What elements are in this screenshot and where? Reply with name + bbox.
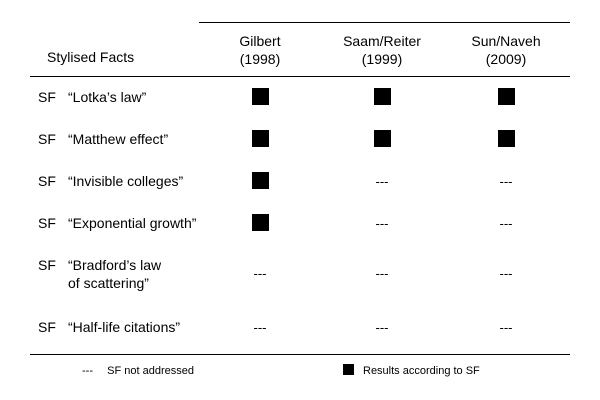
column-header-name: Saam/Reiter [343,33,421,49]
column-header-year: (2009) [485,51,527,67]
result-filled-square [230,172,290,192]
row-label: SF “Half-life citations” [38,318,180,336]
result-filled-square [230,130,290,150]
not-addressed-dash: --- [253,266,267,281]
not-addressed-dash: --- [253,320,267,335]
filled-square-icon [373,88,391,105]
column-header-saam-reiter: Saam/Reiter (1999) [322,32,442,68]
row-prefix: SF [38,319,56,335]
table-bottom-rule [30,354,570,355]
filled-square-icon [251,172,269,189]
legend-dash-symbol: --- [82,365,93,377]
column-header-name: Gilbert [239,33,281,49]
filled-square-icon [497,88,515,105]
stylised-facts-header: Stylised Facts [47,49,135,65]
not-addressed-dash: --- [375,266,389,281]
result-filled-square [230,88,290,108]
column-header-sun-naveh: Sun/Naveh (2009) [446,32,566,68]
legend-results: Results according to SF [343,364,480,378]
row-label: SF “Lotka’s law” [38,88,146,106]
row-fact-line2: of scattering” [68,275,149,291]
row-fact: “Half-life citations” [68,319,181,335]
row-fact: “Lotka’s law” [68,89,147,105]
result-filled-square [352,88,412,108]
filled-square-icon [251,214,269,231]
row-prefix: SF [38,173,56,189]
row-label: SF “Bradford’s law of scattering” [38,256,161,292]
filled-square-icon [343,364,354,375]
row-label: SF “Exponential growth” [38,214,196,232]
column-header-gilbert: Gilbert (1998) [200,32,320,68]
row-prefix: SF [38,131,56,147]
legend-results-label: Results according to SF [363,365,480,377]
row-prefix: SF [38,215,56,231]
legend-not-addressed-label: SF not addressed [107,365,194,377]
row-label: SF “Matthew effect” [38,130,168,148]
row-fact: “Matthew effect” [68,131,169,147]
row-fact: “Bradford’s law [68,257,162,273]
not-addressed-dash: --- [499,174,513,189]
legend-not-addressed: --- SF not addressed [82,364,194,378]
filled-square-icon [497,130,515,147]
filled-square-icon [251,130,269,147]
result-filled-square [476,88,536,108]
filled-square-icon [251,88,269,105]
column-header-year: (1999) [361,51,403,67]
table-top-rule [199,22,570,23]
result-filled-square [476,130,536,150]
row-prefix: SF [38,257,56,273]
result-filled-square [352,130,412,150]
table-header-rule [30,76,570,77]
not-addressed-dash: --- [499,320,513,335]
row-fact: “Invisible colleges” [68,173,184,189]
row-prefix: SF [38,89,56,105]
row-label: SF “Invisible colleges” [38,172,183,190]
column-header-year: (1998) [239,51,281,67]
not-addressed-dash: --- [499,266,513,281]
result-filled-square [230,214,290,234]
not-addressed-dash: --- [375,216,389,231]
filled-square-icon [373,130,391,147]
not-addressed-dash: --- [375,320,389,335]
not-addressed-dash: --- [375,174,389,189]
column-header-name: Sun/Naveh [471,33,541,49]
not-addressed-dash: --- [499,216,513,231]
row-fact: “Exponential growth” [68,215,197,231]
